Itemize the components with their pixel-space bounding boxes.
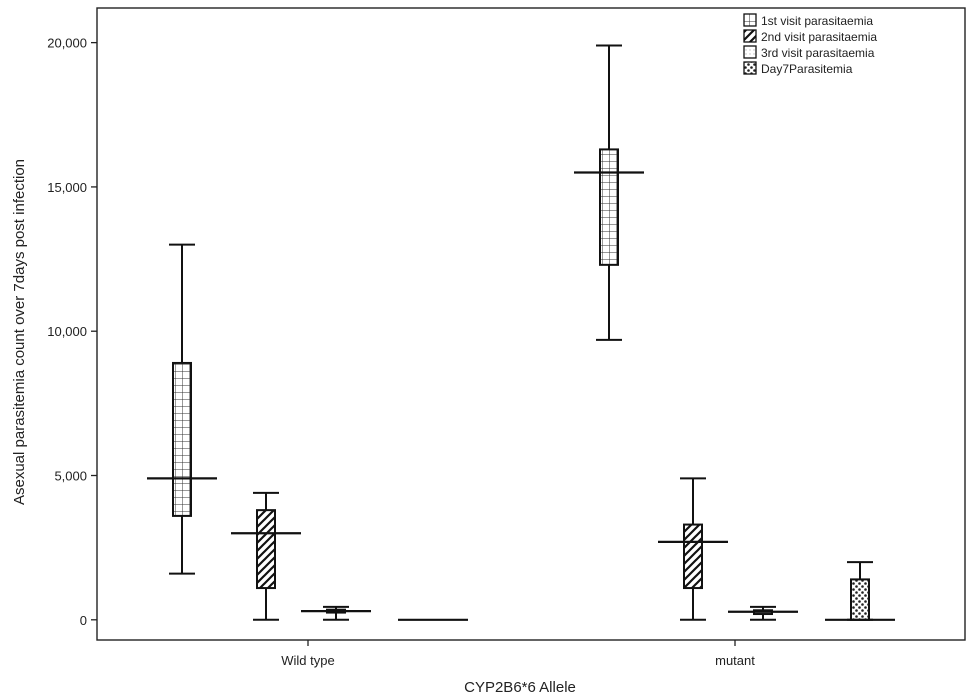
plot-frame: [96, 7, 966, 641]
box-2-0: [301, 605, 371, 621]
iqr-box: [256, 509, 276, 590]
y-axis-title: Asexual parasitemia count over 7days pos…: [11, 159, 28, 505]
legend-swatch-dots: [743, 45, 757, 59]
box-0-0: [147, 243, 217, 575]
iqr-box: [599, 148, 619, 266]
box-1-1: [658, 477, 728, 621]
y-tick-label: 0: [80, 613, 87, 628]
box-2-1: [728, 605, 798, 621]
legend-swatch-grid: [743, 13, 757, 27]
legend-swatch-checker: [743, 61, 757, 75]
legend-label: 2nd visit parasitaemia: [761, 30, 877, 44]
y-tick-label: 5,000: [54, 469, 87, 484]
y-tick-label: 15,000: [47, 180, 87, 195]
legend-swatch-diagonal: [743, 29, 757, 43]
iqr-box: [683, 523, 703, 590]
iqr-box: [850, 578, 870, 621]
legend-label: 3rd visit parasitaemia: [761, 46, 875, 60]
legend-label: 1st visit parasitaemia: [761, 14, 873, 28]
legend: 1st visit parasitaemia 2nd visit parasita…: [743, 13, 877, 76]
x-axis: Wild type mutant: [281, 640, 755, 668]
y-tick-label: 10,000: [47, 324, 87, 339]
x-tick-label: Wild type: [281, 653, 334, 668]
y-axis: 0 5,000 10,000 15,000 20,000: [47, 36, 97, 628]
box-1-0: [231, 491, 301, 621]
x-tick-label: mutant: [715, 653, 755, 668]
y-tick-label: 20,000: [47, 36, 87, 51]
iqr-box: [172, 361, 192, 517]
box-0-1: [574, 44, 644, 341]
box-3-1: [825, 561, 895, 621]
legend-label: Day7Parasitemia: [761, 62, 853, 76]
box-groups: [147, 44, 895, 621]
x-axis-title: CYP2B6*6 Allele: [464, 679, 576, 696]
